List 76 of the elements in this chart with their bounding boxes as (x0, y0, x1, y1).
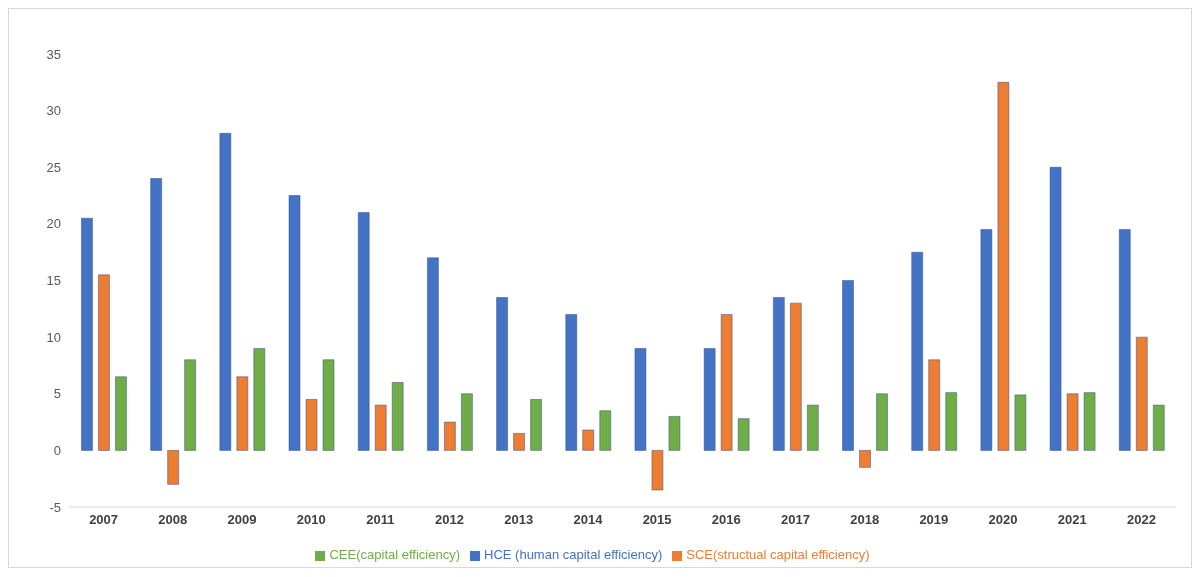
bar (668, 416, 681, 451)
legend-label: CEE(capital efficiency) (329, 547, 461, 562)
bar (1083, 392, 1096, 451)
bar (1066, 393, 1079, 451)
bar (842, 280, 854, 451)
bar (1136, 336, 1148, 451)
x-tick-label: 2016 (711, 512, 741, 528)
bar (322, 359, 335, 451)
y-tick-label: 30 (46, 103, 61, 119)
y-tick-label: 20 (46, 216, 61, 232)
bar (288, 195, 301, 451)
x-tick-label: 2019 (919, 512, 949, 528)
y-tick-label: 35 (46, 46, 61, 62)
legend-label: HCE (human capital efficiency) (484, 547, 663, 562)
bar (651, 450, 664, 491)
bar (461, 393, 473, 451)
bar (980, 229, 993, 451)
bar (357, 212, 370, 451)
bar (1119, 229, 1131, 451)
x-tick-label: 2010 (296, 512, 326, 528)
bar (703, 348, 716, 451)
bar (98, 274, 110, 451)
bar (773, 297, 785, 451)
x-tick-label: 2013 (504, 512, 534, 528)
bar (582, 429, 595, 451)
bar (807, 404, 819, 451)
bar (945, 392, 957, 451)
x-tick-label: 2012 (435, 512, 464, 528)
bar (720, 314, 733, 451)
bar (928, 359, 940, 451)
x-tick-label: 2020 (988, 512, 1018, 528)
bar (236, 376, 249, 451)
bar (374, 404, 387, 451)
bar (427, 257, 439, 451)
y-tick-label: -5 (49, 499, 61, 515)
x-tick-label: 2022 (1126, 512, 1156, 528)
bar (911, 251, 923, 451)
bar (167, 450, 179, 485)
x-tick-label: 2011 (366, 512, 395, 528)
legend-label: SCE(structual capital efficiency) (686, 547, 870, 562)
bar (150, 178, 162, 451)
x-tick-label: 2021 (1057, 512, 1087, 528)
bar (1014, 394, 1027, 451)
bar (1049, 167, 1062, 451)
x-tick-label: 2007 (89, 512, 119, 528)
bar (876, 393, 888, 451)
bar (599, 410, 612, 451)
bar (253, 348, 266, 451)
x-tick-label: 2018 (850, 512, 880, 528)
bar (737, 418, 750, 451)
y-tick-label: 15 (46, 273, 61, 289)
y-tick-label: 0 (53, 442, 61, 458)
x-tick-label: 2017 (781, 512, 810, 528)
bar (634, 348, 647, 451)
bar (219, 133, 232, 451)
y-tick-label: 5 (53, 386, 61, 402)
y-tick-label: 25 (46, 159, 61, 175)
y-tick-label: 10 (46, 329, 61, 345)
bar (115, 376, 127, 451)
bar (530, 399, 542, 451)
bar (305, 399, 318, 451)
bar (859, 450, 871, 468)
bar (1153, 404, 1165, 451)
x-tick-label: 2008 (158, 512, 188, 528)
bar (997, 82, 1010, 451)
bar (81, 217, 93, 451)
bar (496, 297, 508, 451)
bar (790, 302, 802, 451)
bar (184, 359, 196, 451)
x-tick-label: 2015 (642, 512, 672, 528)
bar (565, 314, 578, 451)
bar (513, 433, 525, 451)
bar (391, 382, 404, 451)
bar (444, 421, 456, 451)
x-tick-label: 2014 (573, 512, 604, 528)
x-tick-label: 2009 (227, 512, 257, 528)
